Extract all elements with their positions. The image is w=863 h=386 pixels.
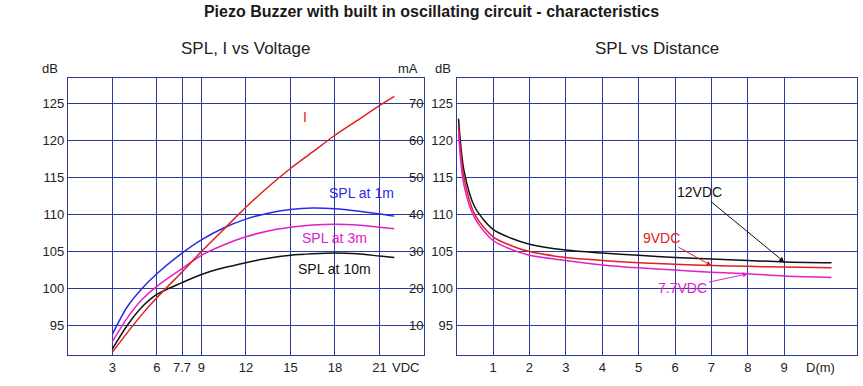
svg-text:5: 5 <box>635 360 642 375</box>
svg-text:105: 105 <box>431 244 453 259</box>
svg-text:I: I <box>303 109 307 125</box>
svg-text:SPL at 3m: SPL at 3m <box>302 230 367 246</box>
svg-text:18: 18 <box>328 360 342 375</box>
svg-text:mA: mA <box>398 61 418 76</box>
svg-text:SPL vs Distance: SPL vs Distance <box>595 39 719 58</box>
svg-text:100: 100 <box>42 281 64 296</box>
svg-text:60: 60 <box>409 133 423 148</box>
svg-text:D(m): D(m) <box>806 360 835 375</box>
svg-text:10: 10 <box>409 318 423 333</box>
svg-text:95: 95 <box>439 318 453 333</box>
svg-text:120: 120 <box>42 133 64 148</box>
svg-text:105: 105 <box>42 244 64 259</box>
svg-text:12VDC: 12VDC <box>677 184 722 200</box>
svg-text:15: 15 <box>283 360 297 375</box>
svg-text:100: 100 <box>431 281 453 296</box>
svg-text:115: 115 <box>43 170 64 185</box>
svg-text:120: 120 <box>431 133 453 148</box>
svg-text:SPL at 1m: SPL at 1m <box>329 185 394 201</box>
svg-text:21: 21 <box>372 360 386 375</box>
svg-text:9: 9 <box>198 360 205 375</box>
svg-text:6: 6 <box>671 360 678 375</box>
svg-text:7.7: 7.7 <box>173 360 191 375</box>
svg-text:110: 110 <box>432 207 453 222</box>
svg-text:VDC: VDC <box>392 360 419 375</box>
svg-text:40: 40 <box>409 207 423 222</box>
svg-text:1: 1 <box>489 360 496 375</box>
svg-text:110: 110 <box>43 207 64 222</box>
svg-text:8: 8 <box>744 360 751 375</box>
svg-text:115: 115 <box>432 170 453 185</box>
svg-text:12: 12 <box>239 360 253 375</box>
svg-text:9: 9 <box>781 360 788 375</box>
svg-text:95: 95 <box>50 318 64 333</box>
svg-text:20: 20 <box>409 281 423 296</box>
svg-text:6: 6 <box>153 360 160 375</box>
svg-text:50: 50 <box>409 170 423 185</box>
svg-text:dB: dB <box>42 61 58 76</box>
svg-text:3: 3 <box>109 360 116 375</box>
svg-text:7: 7 <box>708 360 715 375</box>
svg-text:9VDC: 9VDC <box>643 230 680 246</box>
svg-text:70: 70 <box>409 96 423 111</box>
svg-text:125: 125 <box>42 96 64 111</box>
svg-text:SPL at 10m: SPL at 10m <box>298 261 371 277</box>
svg-text:4: 4 <box>599 360 606 375</box>
svg-text:125: 125 <box>431 96 453 111</box>
svg-text:2: 2 <box>526 360 533 375</box>
svg-text:SPL, I vs Voltage: SPL, I vs Voltage <box>181 39 310 58</box>
svg-text:3: 3 <box>562 360 569 375</box>
svg-text:Piezo Buzzer with built in osc: Piezo Buzzer with built in oscillating c… <box>204 3 659 20</box>
svg-text:dB: dB <box>435 61 451 76</box>
svg-text:7.7VDC: 7.7VDC <box>658 280 707 296</box>
svg-text:30: 30 <box>409 244 423 259</box>
